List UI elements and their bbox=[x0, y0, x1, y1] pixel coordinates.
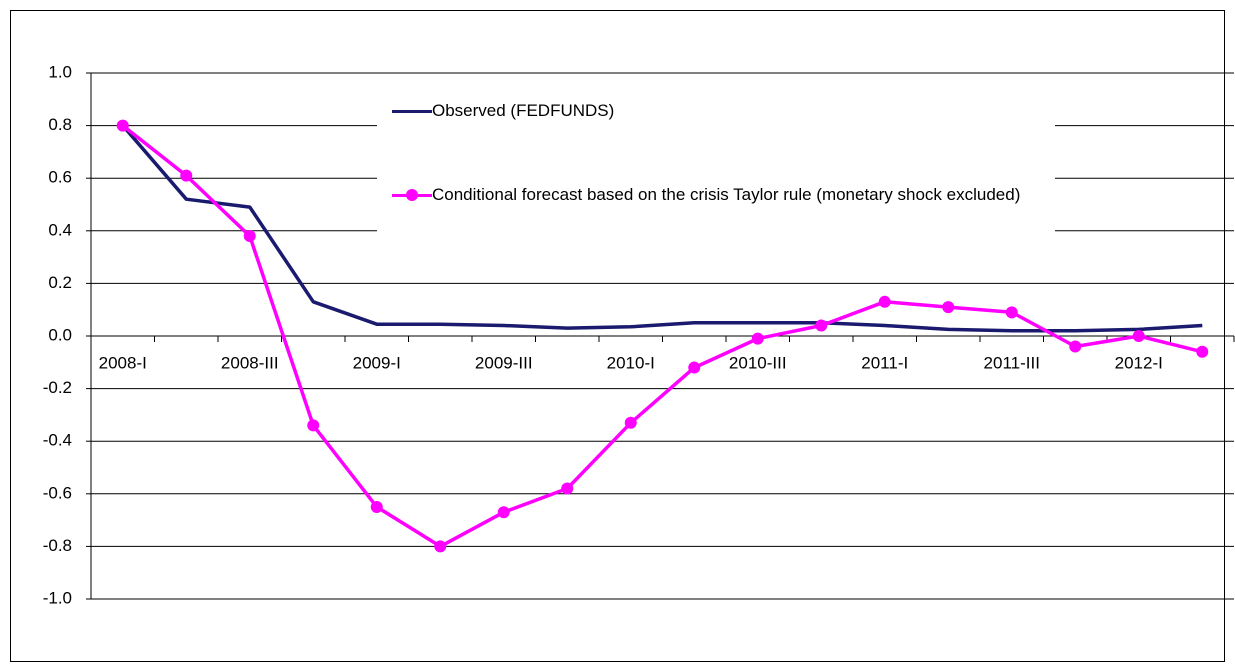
legend-label: Observed (FEDFUNDS) bbox=[432, 101, 615, 120]
legend-background bbox=[377, 84, 1055, 234]
series-marker bbox=[1196, 345, 1209, 358]
series-marker bbox=[370, 500, 383, 513]
series-marker bbox=[815, 319, 828, 332]
x-tick-label: 2012-I bbox=[1115, 353, 1163, 372]
series-marker bbox=[1005, 306, 1018, 319]
legend-swatch bbox=[392, 184, 432, 206]
y-tick-label: 0.2 bbox=[48, 273, 72, 292]
y-tick-label: -1.0 bbox=[43, 588, 72, 607]
y-tick-label: 0.4 bbox=[48, 220, 72, 239]
series-marker bbox=[497, 506, 510, 519]
series-marker bbox=[180, 169, 193, 182]
series-marker bbox=[307, 419, 320, 432]
series-marker bbox=[243, 230, 256, 243]
y-tick-label: -0.4 bbox=[43, 431, 72, 450]
x-tick-label: 2010-III bbox=[729, 353, 787, 372]
series-marker bbox=[1069, 340, 1082, 353]
series-marker bbox=[751, 332, 764, 345]
x-tick-label: 2011-III bbox=[984, 353, 1040, 372]
y-tick-label: -0.2 bbox=[43, 378, 72, 397]
series-line bbox=[121, 124, 1203, 549]
x-tick-label: 2009-I bbox=[353, 353, 401, 372]
y-tick-label: 0.8 bbox=[48, 115, 72, 134]
series-marker bbox=[688, 361, 701, 374]
y-tick-label: -0.8 bbox=[43, 536, 72, 555]
series-marker bbox=[561, 482, 574, 495]
legend-item: Conditional forecast based on the crisis… bbox=[392, 184, 1032, 206]
y-tick-label: 0.0 bbox=[48, 325, 72, 344]
series-marker bbox=[116, 119, 129, 132]
y-tick-label: 0.6 bbox=[48, 168, 72, 187]
x-tick-label: 2011-I bbox=[861, 353, 908, 372]
legend-label: Conditional forecast based on the crisis… bbox=[432, 185, 1021, 204]
x-tick-label: 2008-III bbox=[221, 353, 279, 372]
x-tick-label: 2010-I bbox=[607, 353, 655, 372]
legend-swatch bbox=[392, 100, 432, 122]
legend-item: Observed (FEDFUNDS) bbox=[392, 100, 1032, 122]
series-line bbox=[121, 124, 1203, 333]
x-tick-label: 2009-III bbox=[475, 353, 533, 372]
y-tick-label: -0.6 bbox=[43, 483, 72, 502]
series-marker bbox=[878, 295, 891, 308]
y-tick-label: 1.0 bbox=[48, 62, 72, 81]
series-marker bbox=[624, 416, 637, 429]
x-tick-label: 2008-I bbox=[99, 353, 147, 372]
series-marker bbox=[434, 540, 447, 553]
series-marker bbox=[1132, 330, 1145, 342]
series-marker bbox=[942, 301, 955, 314]
